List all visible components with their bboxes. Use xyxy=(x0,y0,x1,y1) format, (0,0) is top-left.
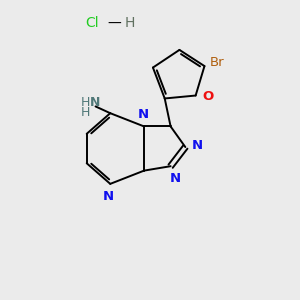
Text: H: H xyxy=(81,96,91,109)
Text: N: N xyxy=(103,190,114,203)
Text: H: H xyxy=(81,106,91,119)
Text: N: N xyxy=(169,172,181,185)
Text: O: O xyxy=(202,91,213,103)
Text: Br: Br xyxy=(210,56,224,69)
Text: N: N xyxy=(90,96,101,109)
Text: H: H xyxy=(125,16,135,30)
Text: N: N xyxy=(192,139,203,152)
Text: Cl: Cl xyxy=(85,16,99,30)
Text: N: N xyxy=(138,108,149,121)
Text: —: — xyxy=(107,16,121,30)
